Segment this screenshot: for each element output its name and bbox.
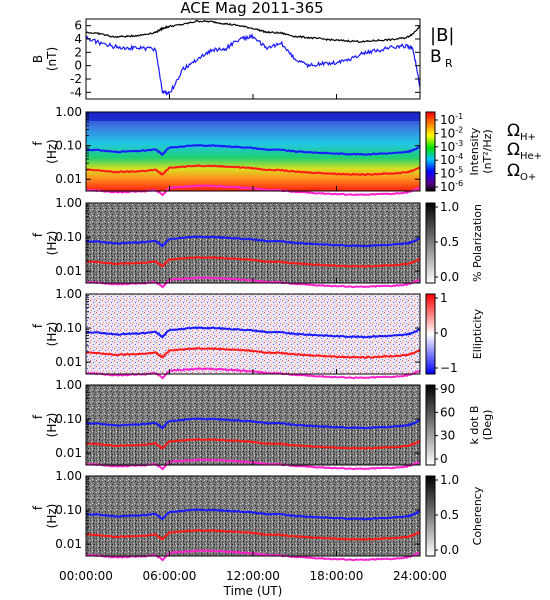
colorbar-tick-label: 0 (440, 452, 448, 466)
y-axis-label: B (31, 55, 45, 63)
y-tick-label: 1.00 (55, 378, 82, 392)
x-tick-label: 18:00:00 (310, 569, 364, 583)
h-plus-gyro-line (85, 235, 421, 248)
colorbar-tick-label: 0.5 (440, 508, 459, 522)
colorbar-tick-label: 90 (440, 382, 455, 396)
coherency-panel: 1.00 0.10 0.01 f (Hz) 1.0 0.5 0.0 Coherency (31, 469, 484, 562)
y-tick-label: 0.10 (55, 412, 82, 426)
series-b-total-line (85, 19, 421, 43)
colorbar-tick-label: 10-6 (440, 179, 463, 194)
y-tick-label: 4 (74, 32, 82, 46)
y-tick-label: 1.00 (55, 196, 82, 210)
y-tick-label: 0.01 (55, 264, 82, 278)
y-tick-label: -2 (70, 72, 82, 86)
colorbar-tick-label: −1 (440, 361, 458, 375)
y-axis-unit: (Hz) (45, 231, 59, 256)
colorbar-unit: (Deg) (481, 410, 494, 441)
colorbar-tick-label: 0.5 (440, 235, 459, 249)
colorbar-tick-label: 1 (440, 291, 448, 305)
y-tick-label: 6 (74, 19, 82, 33)
colorbar (425, 111, 436, 192)
x-tick-label: 06:00:00 (143, 569, 197, 583)
y-axis-unit: (Hz) (45, 139, 59, 164)
y-axis-label: f (31, 505, 45, 510)
y-tick-label: 1.00 (55, 469, 82, 483)
he-plus-gyro-line (85, 437, 421, 450)
y-tick-label: 0.10 (55, 503, 82, 517)
h-plus-gyro-line (85, 508, 421, 521)
y-tick-label: 0.01 (55, 446, 82, 460)
kdotb-panel: 1.00 0.10 0.01 f (Hz) 90 60 30 0 k dot B (Deg) (31, 378, 494, 471)
legend-b-total: |B| (430, 25, 454, 46)
colorbar-tick-label: 0.0 (440, 543, 459, 557)
y-tick-label: 0.10 (55, 230, 82, 244)
colorbar (425, 202, 436, 284)
y-axis-label: f (31, 232, 45, 237)
h-plus-gyro-line (85, 326, 421, 339)
y-tick-label: 0.01 (55, 537, 82, 551)
legend-b-r-subscript: R (445, 57, 453, 70)
y-axis-unit: (Hz) (45, 413, 59, 438)
y-tick-label: 0.10 (55, 321, 82, 335)
series-b-r-line (85, 33, 421, 97)
colorbar-label: k dot B (468, 406, 481, 445)
y-tick-label: 1.00 (55, 287, 82, 301)
colorbar-tick-label: 0 (440, 326, 448, 340)
x-axis-label: Time (UT) (223, 584, 283, 598)
y-tick-label: 0.01 (55, 172, 82, 186)
ellipticity-panel: 1.00 0.10 0.01 f (Hz) 1 0 −1 Ellipticity (31, 287, 484, 380)
y-axis-label: f (31, 323, 45, 328)
chart-title: ACE Mag 2011-365 (180, 0, 323, 17)
colorbar (425, 384, 436, 466)
colorbar-label: Ellipticity (471, 308, 484, 359)
h-plus-gyro-line (85, 143, 421, 157)
colorbar-tick-label: 0.0 (440, 270, 459, 284)
colorbar (425, 475, 436, 557)
h-plus-gyro-line (85, 417, 421, 430)
y-tick-label: 0.10 (55, 139, 82, 153)
colorbar-tick-label: 30 (440, 429, 455, 443)
he-plus-gyro-line (85, 164, 421, 177)
colorbar-tick-label: 60 (440, 405, 455, 419)
y-axis-unit: (nT) (45, 47, 59, 71)
x-tick-label: 24:00:00 (393, 569, 447, 583)
psd-panel: 1.000.100.01f (Hz)10-110-210-310-410-510-… (31, 105, 494, 197)
colorbar-label: Coherency (471, 486, 484, 545)
colorbar-label: Intensity (468, 127, 481, 175)
x-tick-label: 12:00:00 (226, 569, 280, 583)
spectrogram-band (86, 112, 420, 121)
colorbar-tick-label: 1.0 (440, 200, 459, 214)
he-plus-gyro-line (85, 346, 421, 359)
colorbar-unit: (nT²/Hz) (481, 129, 494, 173)
x-tick-label: 00:00:00 (59, 569, 113, 583)
y-tick-label: 0.01 (55, 355, 82, 369)
y-tick-label: 1.00 (55, 105, 82, 119)
y-tick-label: 2 (74, 45, 82, 59)
colorbar (425, 293, 436, 375)
gyro-legend-label: ΩO+ (507, 161, 536, 183)
gyro-legend-label: ΩHe+ (507, 140, 542, 162)
polarization-panel: 1.00 0.10 0.01 f (Hz) 1.0 0.5 0.0 % Polarization (31, 196, 484, 289)
colorbar-tick-label: 1.0 (440, 473, 459, 487)
y-axis-unit: (Hz) (45, 504, 59, 529)
y-axis-label: f (31, 414, 45, 419)
y-tick-label: 0 (74, 59, 82, 73)
he-plus-gyro-line (85, 528, 421, 541)
legend-b-r: B (430, 47, 442, 67)
colorbar-label: % Polarization (471, 204, 484, 282)
y-axis-unit: (Hz) (45, 322, 59, 347)
he-plus-gyro-line (85, 255, 421, 268)
y-tick-label: -4 (70, 85, 82, 99)
y-axis-label: f (31, 141, 45, 146)
